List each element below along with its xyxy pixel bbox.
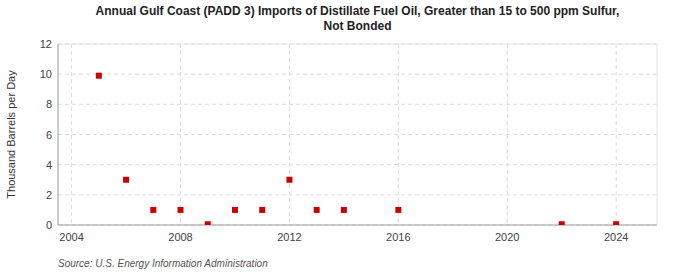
point (395, 207, 401, 213)
point (205, 221, 211, 225)
y-tick-label: 2 (46, 189, 52, 201)
point (613, 221, 619, 225)
point (341, 207, 347, 213)
x-grid-line (289, 44, 290, 225)
grid (58, 44, 657, 225)
point (559, 221, 565, 225)
y-tick-label: 6 (46, 129, 52, 141)
y-grid-line (58, 104, 657, 105)
y-grid-line (58, 44, 657, 45)
x-axis-line (58, 225, 657, 226)
y-tick-label: 8 (46, 98, 52, 110)
y-grid-line (58, 74, 657, 75)
x-grid-line (180, 44, 181, 225)
point (123, 177, 129, 183)
points (96, 73, 619, 225)
title-line: Annual Gulf Coast (PADD 3) Imports of Di… (96, 4, 620, 18)
chart-container: Annual Gulf Coast (PADD 3) Imports of Di… (0, 0, 675, 275)
x-grid-line (616, 44, 617, 225)
point (314, 207, 320, 213)
y-tick-label: 4 (46, 159, 52, 171)
x-tick-label: 2020 (495, 231, 519, 243)
y-axis-line (58, 44, 59, 225)
y-tick-label: 12 (40, 38, 52, 50)
point (286, 177, 292, 183)
x-tick-label: 2016 (386, 231, 410, 243)
title: Annual Gulf Coast (PADD 3) Imports of Di… (96, 4, 620, 33)
y-axis-label: Thousand Barrels per Day (5, 70, 17, 199)
x-tick-label: 2004 (59, 231, 83, 243)
plot-frame-right (657, 44, 658, 225)
x-tick-label: 2012 (277, 231, 301, 243)
plot-frame-top (58, 44, 657, 45)
x-grid-line (507, 44, 508, 225)
point (232, 207, 238, 213)
x-tick-label: 2024 (604, 231, 628, 243)
y-tick-label: 0 (46, 219, 52, 231)
y-grid-line (58, 194, 657, 195)
y-grid-line (58, 134, 657, 135)
x-grid-line (398, 44, 399, 225)
point (259, 207, 265, 213)
point (96, 73, 102, 79)
chart-svg: Annual Gulf Coast (PADD 3) Imports of Di… (0, 0, 675, 275)
x-grid-line (71, 44, 72, 225)
x-tick-label: 2008 (168, 231, 192, 243)
y-tick-label: 10 (40, 68, 52, 80)
y-grid-line (58, 225, 657, 226)
point (178, 207, 184, 213)
y-grid-line (58, 164, 657, 165)
title-line: Not Bonded (324, 19, 392, 33)
source-note: Source: U.S. Energy Information Administ… (58, 258, 268, 269)
point (150, 207, 156, 213)
